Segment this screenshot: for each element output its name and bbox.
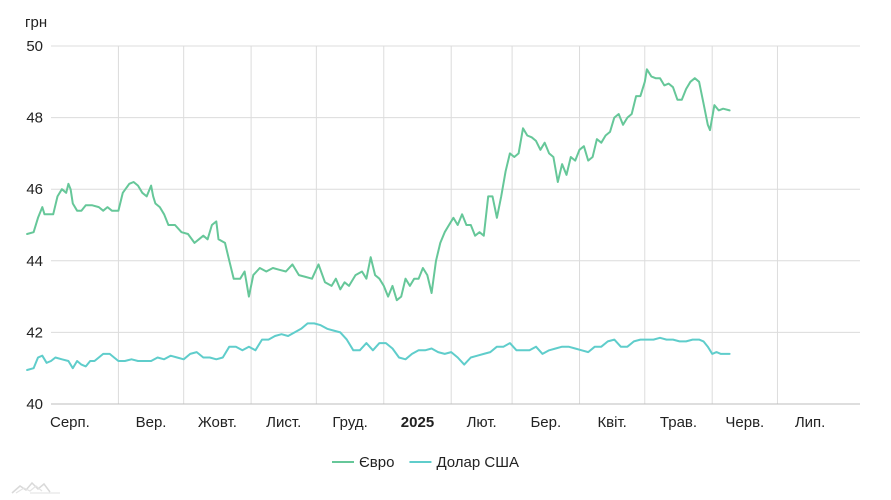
y-tick-label: 42 (26, 324, 43, 341)
series-layer (26, 68, 731, 371)
x-tick-label: Черв. (725, 414, 764, 431)
watermark-logo-icon (11, 481, 60, 494)
x-axis-ticks: Серп. Вер. Жовт. Лист. Груд. 2025 Лют. Бер. Квіт… (50, 414, 825, 431)
series-line-euro (26, 68, 731, 302)
horizontal-gridlines (51, 45, 860, 333)
x-tick-label: Серп. (50, 414, 90, 431)
y-tick-label: 40 (26, 396, 43, 413)
legend-item-usd[interactable]: Долар США (409, 454, 519, 471)
series-line-usd (26, 322, 731, 371)
x-tick-label: Вер. (136, 414, 167, 431)
legend-item-euro[interactable]: Євро (332, 454, 394, 471)
x-tick-label: Лист. (266, 414, 301, 431)
vertical-gridlines (117, 46, 778, 404)
x-tick-label: Трав. (660, 414, 697, 431)
y-axis-ticks: 40 42 44 46 48 50 (26, 38, 43, 413)
y-tick-label: 50 (26, 38, 43, 55)
x-tick-label: Лип. (795, 414, 826, 431)
x-tick-label: Квіт. (597, 414, 626, 431)
x-tick-label: Жовт. (198, 414, 237, 431)
y-axis-unit-label: грн (25, 14, 47, 31)
y-tick-label: 48 (26, 110, 43, 127)
x-tick-label: Бер. (530, 414, 561, 431)
x-tick-label: Лют. (467, 414, 497, 431)
x-tick-label: Груд. (332, 414, 367, 431)
y-tick-label: 46 (26, 181, 43, 198)
x-tick-label: 2025 (401, 414, 434, 431)
legend-label: Євро (359, 454, 394, 471)
legend-label: Долар США (436, 454, 519, 471)
y-tick-label: 44 (26, 253, 43, 270)
legend: Євро Долар США (332, 454, 519, 471)
